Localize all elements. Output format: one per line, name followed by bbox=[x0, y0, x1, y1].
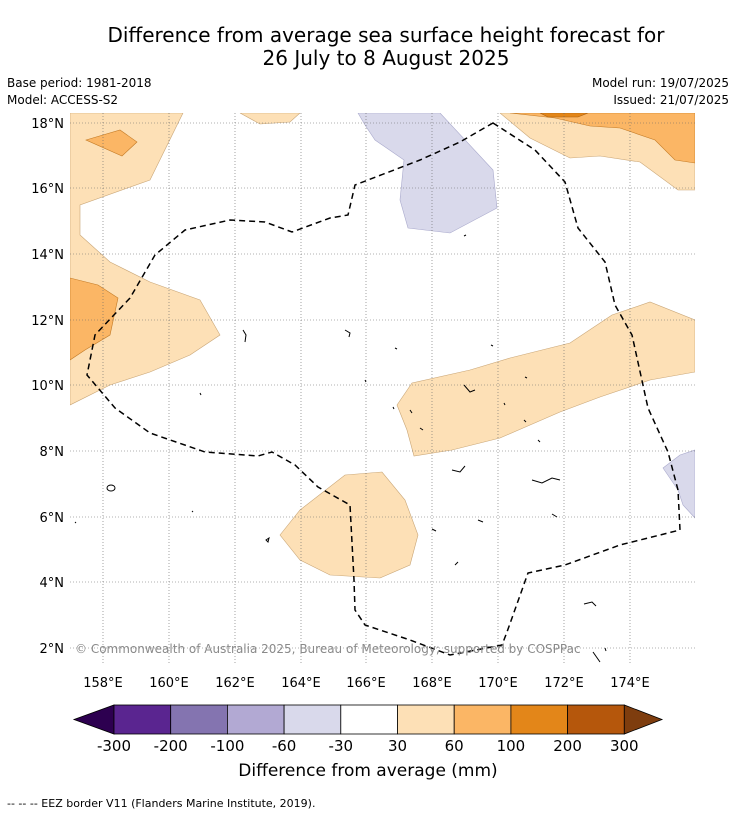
lon-label: 158°E bbox=[83, 676, 123, 691]
lat-label: 16°N bbox=[31, 182, 64, 197]
lat-label: 4°N bbox=[40, 576, 65, 591]
lat-label: 18°N bbox=[31, 117, 64, 132]
copyright-notice: © Commonwealth of Australia 2025, Bureau… bbox=[75, 642, 581, 656]
colorbar-swatch bbox=[567, 704, 625, 735]
colorbar-under-arrow bbox=[72, 704, 115, 735]
lon-label: 160°E bbox=[149, 676, 189, 691]
lon-label: 168°E bbox=[412, 676, 452, 691]
colorbar-swatch bbox=[113, 704, 172, 735]
colorbar-tick-label: 200 bbox=[553, 737, 582, 755]
eez-border bbox=[86, 122, 681, 656]
anomaly-region-northeast-peak bbox=[539, 113, 589, 118]
colorbar-swatch bbox=[226, 704, 285, 735]
colorbar: -300 -200 -100 -60 -30 30 60 100 200 300 bbox=[72, 704, 664, 755]
colorbar-tick-label: 300 bbox=[610, 737, 639, 755]
colorbar-over-arrow bbox=[623, 704, 664, 735]
issued-date: Issued: 21/07/2025 bbox=[613, 93, 729, 107]
lon-label: 170°E bbox=[478, 676, 518, 691]
anomaly-region-northeast-core bbox=[509, 113, 695, 164]
colorbar-swatch bbox=[340, 704, 398, 735]
colorbar-tick-label: -100 bbox=[210, 737, 244, 755]
colorbar-swatch bbox=[510, 704, 568, 735]
lon-label: 162°E bbox=[215, 676, 255, 691]
islands bbox=[74, 234, 607, 663]
lat-label: 10°N bbox=[31, 379, 64, 394]
colorbar-tick-label: 30 bbox=[388, 737, 407, 755]
lon-label: 174°E bbox=[610, 676, 650, 691]
colorbar-tick-label: -200 bbox=[154, 737, 188, 755]
title-line-1: Difference from average sea surface heig… bbox=[107, 23, 665, 47]
lon-label: 166°E bbox=[346, 676, 386, 691]
lon-label: 164°E bbox=[281, 676, 321, 691]
colorbar-label: Difference from average (mm) bbox=[238, 761, 498, 781]
title-line-2: 26 July to 8 August 2025 bbox=[262, 46, 510, 70]
colorbar-tick-label: 100 bbox=[497, 737, 526, 755]
lat-label: 2°N bbox=[40, 642, 65, 657]
colorbar-tick-label: -30 bbox=[329, 737, 354, 755]
lat-label: 6°N bbox=[40, 511, 65, 526]
colorbar-swatch bbox=[283, 704, 342, 735]
lon-label: 172°E bbox=[544, 676, 584, 691]
longitude-labels: 158°E 160°E 162°E 164°E 166°E 168°E 170°… bbox=[83, 676, 650, 691]
anomaly-region-west-core bbox=[70, 277, 119, 361]
anomaly-region-south-blob bbox=[279, 471, 419, 579]
map-area bbox=[70, 113, 695, 663]
lat-label: 8°N bbox=[40, 445, 65, 460]
colorbar-tick-label: -60 bbox=[272, 737, 297, 755]
latitude-labels: 18°N 16°N 14°N 12°N 10°N 8°N 6°N 4°N 2°N bbox=[31, 117, 64, 657]
colorbar-swatch bbox=[453, 704, 512, 735]
colorbar-swatch bbox=[397, 704, 455, 735]
eez-footnote: -- -- -- EEZ border V11 (Flanders Marine… bbox=[7, 797, 316, 810]
colorbar-swatch bbox=[170, 704, 228, 735]
lat-label: 12°N bbox=[31, 314, 64, 329]
model-run: Model run: 19/07/2025 bbox=[591, 76, 729, 90]
model-name: Model: ACCESS-S2 bbox=[7, 93, 119, 107]
anomaly-region-north-strip bbox=[239, 113, 301, 125]
gridlines bbox=[70, 113, 695, 663]
lat-label: 14°N bbox=[31, 248, 64, 263]
colorbar-tick-label: -300 bbox=[97, 737, 131, 755]
anomaly-region-equatorial-band bbox=[396, 301, 695, 457]
base-period: Base period: 1981-2018 bbox=[7, 76, 152, 90]
colorbar-tick-label: 60 bbox=[445, 737, 464, 755]
anomaly-region-northwest-core bbox=[85, 129, 138, 157]
anomaly-region-negative-north bbox=[357, 113, 498, 234]
